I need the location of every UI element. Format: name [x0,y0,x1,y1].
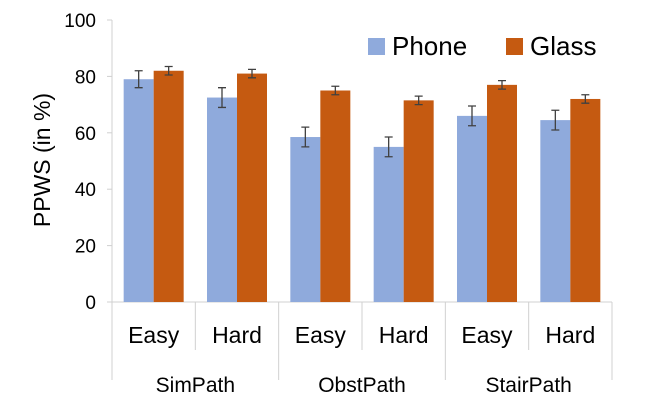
legend: Phone Glass [368,31,596,61]
bar-phone-easy [123,79,154,302]
y-tick-label: 80 [75,67,96,88]
error-bar [301,126,310,148]
group-label: SimPath [156,374,235,397]
bar-phone-hard [373,146,404,302]
category-label: Hard [212,322,262,348]
legend-label-phone: Phone [392,31,467,61]
category-label: Hard [545,322,595,348]
bar-glass-hard [570,98,601,303]
legend-swatch-phone [368,38,385,55]
bar-glass-hard [237,73,267,302]
y-tick-label: 60 [75,124,96,145]
bar-phone-easy [290,137,321,302]
error-bar [498,79,506,90]
y-tick-label: 100 [64,11,96,32]
y-tick-label: 40 [75,180,96,201]
error-bar [551,109,560,131]
bar-glass-easy [487,84,517,302]
bar-glass-easy [320,90,351,302]
error-bar [218,87,226,109]
bar-phone-hard [207,97,237,302]
bar-glass-easy [153,70,184,302]
group-label: ObstPath [318,374,406,397]
bar-phone-easy [457,115,487,302]
category-label: Hard [379,322,429,348]
error-bar [331,85,340,96]
bar-phone-hard [540,120,571,302]
category-label: Easy [461,322,513,348]
category-label: Easy [128,322,180,348]
error-bar [581,94,590,104]
error-bar [468,105,476,127]
y-axis-title: PPWS (in %) [29,93,55,227]
bar-glass-hard [403,100,434,303]
legend-swatch-glass [506,38,523,55]
error-bar [384,136,393,158]
error-bar [164,65,173,76]
error-bar [134,70,143,89]
group-label: StairPath [485,374,571,397]
y-tick-label: 0 [85,293,96,314]
y-tick-label: 20 [75,237,96,258]
error-bar [248,68,256,79]
error-bar [414,95,423,106]
category-label: Easy [295,322,347,348]
legend-label-glass: Glass [530,31,596,61]
